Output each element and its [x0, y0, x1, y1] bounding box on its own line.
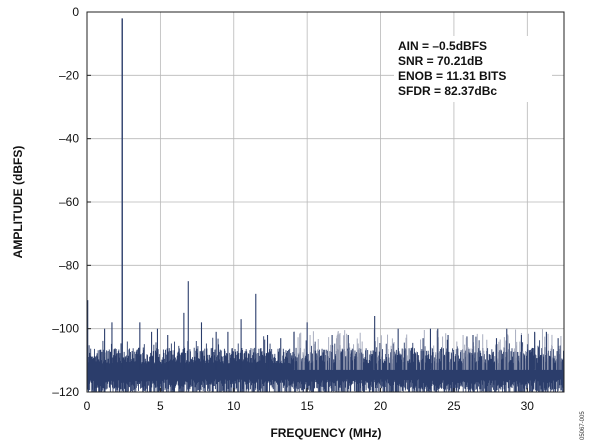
x-tick-label-6: 30 [521, 399, 535, 413]
annotation-enob: ENOB = 11.31 BITS [398, 69, 506, 83]
x-tick-label-5: 25 [447, 399, 461, 413]
y-axis-title: AMPLITUDE (dBFS) [11, 146, 25, 259]
annotation-ain: AIN = –0.5dBFS [398, 39, 487, 53]
spectrum-spurs [87, 18, 559, 370]
figure-id: 05067-005 [580, 411, 586, 440]
annotation-sfdr: SFDR = 82.37dBc [398, 84, 497, 98]
y-tick-label-2: –40 [59, 132, 79, 146]
x-tick-label-1: 5 [157, 399, 164, 413]
y-tick-label-4: –80 [59, 258, 79, 272]
annotation-snr: SNR = 70.21dB [398, 54, 483, 68]
y-tick-label-0: 0 [72, 5, 79, 19]
x-tick-label-0: 0 [84, 399, 91, 413]
x-tick-label-4: 20 [374, 399, 388, 413]
y-tick-label-5: –100 [52, 322, 79, 336]
y-tick-label-3: –60 [59, 195, 79, 209]
grid [87, 12, 564, 392]
x-tick-label-2: 10 [227, 399, 241, 413]
x-axis-title: FREQUENCY (MHz) [270, 426, 381, 440]
x-axis-ticks: 0 5 10 15 20 25 30 [84, 388, 535, 413]
y-axis-ticks: 0 –20 –40 –60 –80 –100 –120 [52, 5, 91, 399]
y-tick-label-6: –120 [52, 385, 79, 399]
y-tick-label-1: –20 [59, 68, 79, 82]
annotation-background [394, 36, 552, 102]
x-tick-label-3: 15 [300, 399, 314, 413]
annotation-box: AIN = –0.5dBFS SNR = 70.21dB ENOB = 11.3… [394, 36, 552, 102]
